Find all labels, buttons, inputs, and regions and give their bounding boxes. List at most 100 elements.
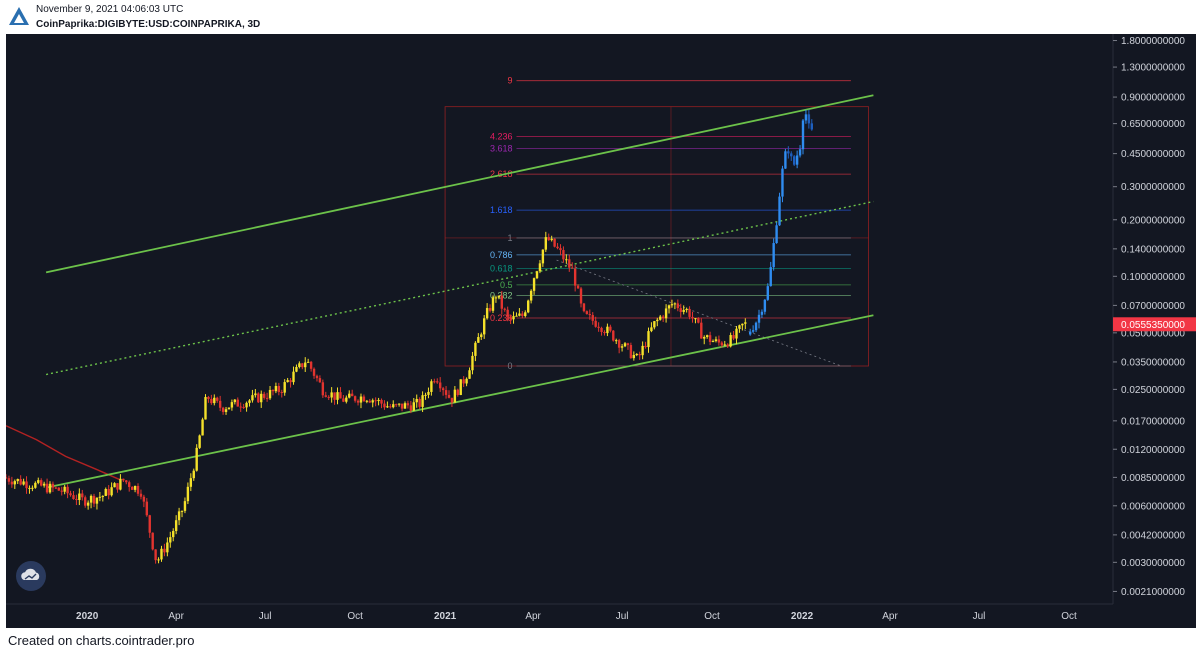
candle-body — [653, 321, 656, 328]
candle-body — [538, 263, 542, 272]
candle-body — [142, 496, 146, 502]
candle-body — [609, 326, 612, 331]
candle-body — [623, 343, 627, 347]
candle-body — [110, 487, 113, 496]
candle-body — [386, 406, 389, 408]
candle-body — [198, 435, 201, 448]
candle-body — [286, 380, 289, 383]
candle-body — [529, 290, 533, 301]
candle-body — [98, 496, 102, 498]
candle-body — [371, 400, 374, 403]
candle-body — [720, 342, 724, 346]
candle-body — [345, 397, 348, 402]
candle-body — [368, 400, 371, 403]
symbol-title: CoinPaprika:DIGIBYTE:USD:COINPAPRIKA, 3D — [36, 19, 261, 30]
candle-body — [295, 367, 298, 372]
candle-body — [125, 480, 128, 483]
candle-body — [186, 486, 190, 502]
fib-level-label: 1.618 — [490, 205, 513, 215]
candle-body — [359, 396, 363, 403]
candle-body — [738, 325, 741, 329]
price-chart[interactable]: 00.2360.3820.50.6180.78611.6182.6183.618… — [6, 34, 1196, 628]
candle-body — [757, 314, 761, 323]
candle-body — [224, 409, 228, 412]
candle-body — [57, 487, 61, 491]
candle-body — [89, 495, 93, 503]
candle-body — [277, 386, 281, 392]
candle-body — [183, 501, 187, 511]
candle-body — [406, 403, 410, 406]
candle-body — [456, 389, 459, 395]
candle-body — [321, 382, 325, 396]
candle-body — [784, 151, 787, 169]
candle-body — [497, 295, 501, 298]
candle-body — [292, 371, 295, 383]
candle-body — [92, 495, 96, 504]
candle-body — [304, 362, 307, 368]
fib-level-label: 0.236 — [490, 313, 513, 323]
candle-body — [763, 299, 767, 312]
middle-channel-line — [45, 200, 874, 376]
candle-body — [766, 286, 769, 300]
candle-body — [748, 331, 752, 335]
candle-body — [28, 487, 31, 489]
candle-body — [515, 315, 518, 317]
candle-body — [69, 493, 72, 496]
candle-body — [315, 375, 319, 379]
candle-body — [503, 308, 506, 310]
candle-body — [233, 399, 237, 403]
candle-body — [113, 483, 116, 488]
candle-body — [453, 389, 457, 403]
candle-body — [477, 337, 480, 343]
candle-body — [201, 419, 204, 436]
candle-body — [45, 483, 49, 493]
time-tick-label: Oct — [347, 611, 363, 622]
candle-body — [37, 480, 40, 483]
candle-body — [136, 485, 140, 494]
candle-body — [664, 308, 668, 319]
candle-body — [787, 151, 790, 154]
cloud-watermark-icon — [16, 561, 46, 591]
price-tick-label: 0.0350000000 — [1121, 357, 1185, 368]
candle-body — [412, 402, 415, 411]
candle-body — [148, 515, 151, 533]
candle-body — [7, 478, 11, 482]
candle-body — [679, 308, 682, 312]
candle-body — [101, 495, 105, 497]
candle-body — [151, 532, 154, 550]
candle-body — [600, 327, 603, 332]
candle-body — [362, 396, 366, 402]
candle-body — [792, 156, 796, 165]
candle-body — [216, 397, 219, 401]
candle-body — [670, 304, 674, 306]
candle-body — [441, 388, 445, 391]
candle-body — [66, 486, 69, 494]
candle-body — [16, 478, 19, 482]
candle-body — [221, 407, 225, 412]
candle-body — [700, 322, 703, 339]
candle-body — [474, 342, 477, 356]
candle-body — [688, 309, 691, 317]
candle-body — [708, 335, 712, 342]
candle-body — [227, 407, 231, 410]
triangle-logo-icon — [9, 7, 29, 25]
candle-body — [306, 361, 310, 363]
chart-area[interactable]: 00.2360.3820.50.6180.78611.6182.6183.618… — [6, 34, 1196, 628]
candle-body — [494, 297, 498, 299]
price-tick-label: 0.0700000000 — [1121, 301, 1185, 312]
candle-body — [626, 343, 630, 346]
candle-body — [754, 322, 758, 331]
candle-body — [139, 493, 143, 497]
candle-body — [6, 477, 8, 479]
candle-body — [265, 397, 269, 399]
price-tick-label: 1.3000000000 — [1121, 63, 1185, 74]
candle-body — [760, 311, 764, 315]
price-tick-label: 0.1400000000 — [1121, 244, 1185, 255]
time-axis-panel — [6, 604, 1196, 628]
candle-body — [685, 309, 688, 311]
projection-candles-group — [748, 109, 814, 336]
candle-body — [582, 303, 586, 312]
candle-body — [339, 392, 342, 399]
candle-body — [705, 335, 709, 337]
candle-body — [242, 406, 245, 408]
